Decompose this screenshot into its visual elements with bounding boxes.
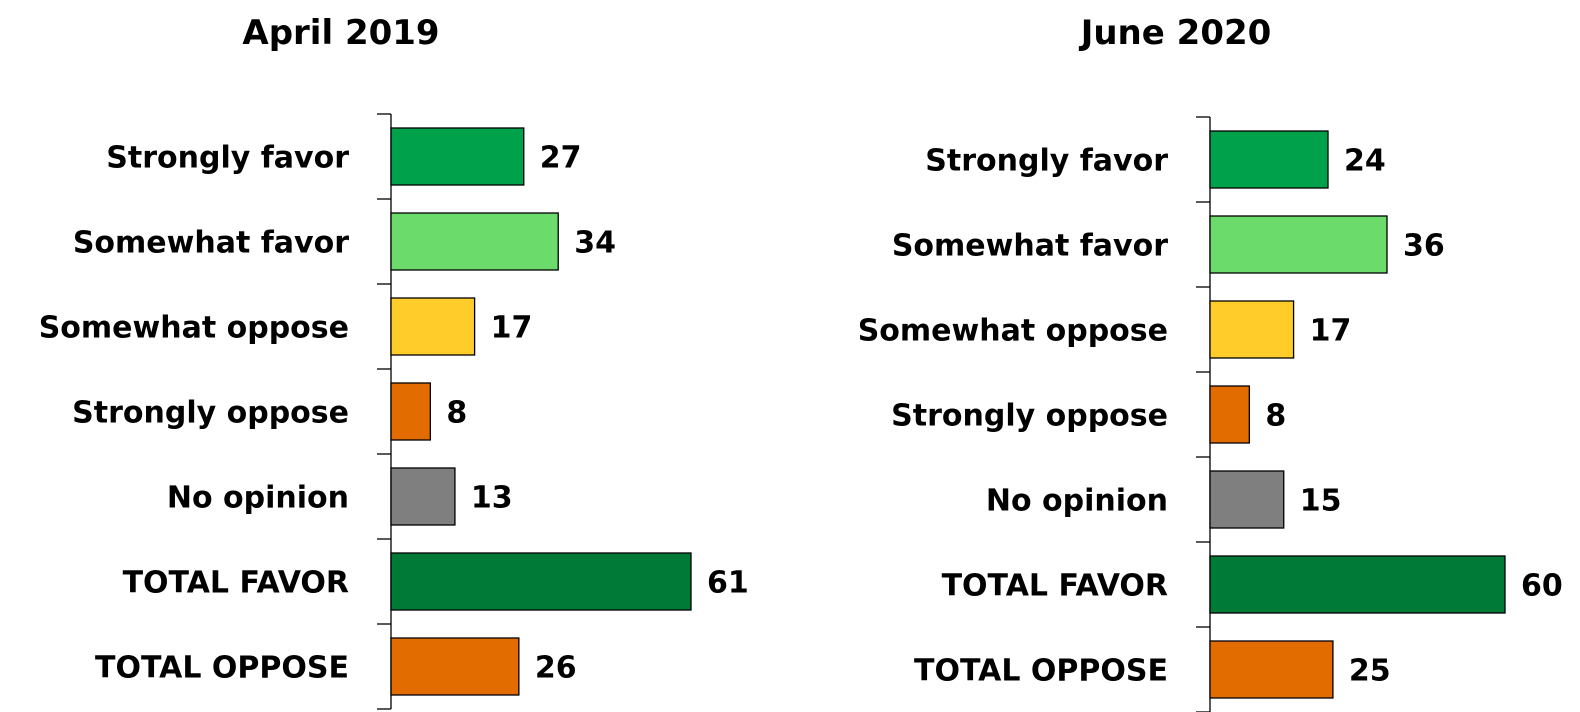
bar <box>390 297 476 356</box>
bar <box>390 212 559 271</box>
category-label: TOTAL OPPOSE <box>95 651 349 686</box>
category-label: Strongly favor <box>925 144 1168 179</box>
data-label: 13 <box>471 481 513 516</box>
bar <box>1209 385 1250 444</box>
data-label: 15 <box>1300 484 1342 519</box>
bar <box>1209 130 1329 189</box>
category-label: No opinion <box>986 484 1168 519</box>
category-label: TOTAL OPPOSE <box>914 654 1168 689</box>
bar <box>1209 300 1295 359</box>
bar <box>390 382 431 441</box>
panel-april-2019: April 2019 Strongly favor 27 Somewhat favo… <box>39 13 749 710</box>
bar <box>1209 215 1388 274</box>
bar <box>390 637 520 696</box>
category-label: No opinion <box>167 481 349 516</box>
category-label: Somewhat favor <box>892 229 1168 264</box>
category-label: Somewhat oppose <box>858 314 1168 349</box>
category-label: Somewhat favor <box>73 226 349 261</box>
category-label: Strongly oppose <box>72 396 349 431</box>
chart-title: April 2019 <box>242 13 439 53</box>
category-label: TOTAL FAVOR <box>942 569 1168 604</box>
bar <box>1209 470 1285 529</box>
data-label: 27 <box>540 141 582 176</box>
category-label: TOTAL FAVOR <box>123 566 349 601</box>
data-label: 34 <box>574 226 616 261</box>
category-label: Somewhat oppose <box>39 311 349 346</box>
data-label: 25 <box>1349 654 1391 689</box>
category-label: Strongly favor <box>106 141 349 176</box>
category-label: Strongly oppose <box>891 399 1168 434</box>
data-label: 36 <box>1403 229 1445 264</box>
bar <box>390 127 525 186</box>
bar <box>390 552 692 611</box>
panel-june-2020: June 2020 Strongly favor 24 Somewhat favor… <box>858 13 1563 712</box>
bar <box>1209 640 1334 699</box>
data-label: 8 <box>1265 399 1286 434</box>
data-label: 24 <box>1344 144 1386 179</box>
data-label: 17 <box>491 311 533 346</box>
bar <box>1209 555 1506 614</box>
data-label: 26 <box>535 651 577 686</box>
data-label: 17 <box>1310 314 1352 349</box>
data-label: 8 <box>446 396 467 431</box>
chart-title: June 2020 <box>1079 13 1272 53</box>
data-label: 60 <box>1521 569 1563 604</box>
data-label: 61 <box>707 566 749 601</box>
bar <box>390 467 456 526</box>
